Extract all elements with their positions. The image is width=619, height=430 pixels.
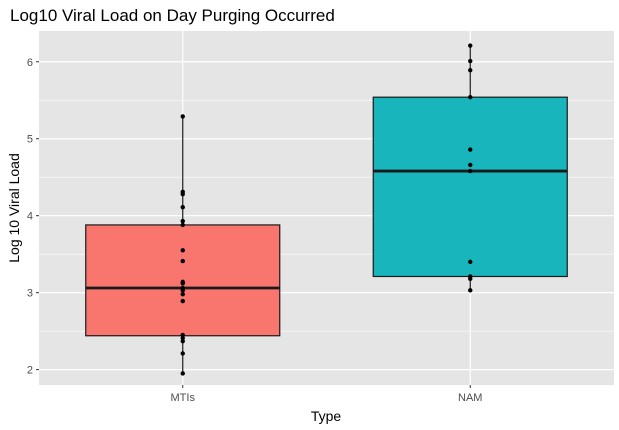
box-iqr [372,96,568,278]
data-point [180,371,185,376]
data-point [180,338,185,344]
data-point [180,332,185,338]
data-point [468,259,473,265]
x-axis: MTIs NAM [171,385,482,404]
y-tick-label: 4 [27,211,33,223]
data-point [180,285,185,291]
data-point [180,205,185,210]
y-tick-label: 5 [27,134,33,146]
data-point [468,274,473,279]
data-point [180,218,185,224]
data-point [468,58,473,64]
x-tick-label: MTIs [171,392,196,404]
data-point [180,189,185,195]
y-tick-label: 3 [27,288,33,300]
data-point [180,248,185,253]
y-axis-title: Log 10 Viral Load [6,153,22,263]
data-point [180,291,185,297]
data-point [180,222,185,228]
data-point [468,147,473,152]
data-point [180,335,185,341]
y-tick-label: 2 [27,365,33,377]
box-nam [372,43,568,293]
data-point [468,68,473,73]
data-point [180,279,185,285]
y-axis: 2 3 4 5 6 [27,57,39,377]
data-point [180,298,185,304]
y-tick-label: 6 [27,57,33,69]
box-mtis [85,114,281,376]
data-point [468,168,473,174]
boxes [85,43,568,376]
data-point [180,114,185,119]
data-point [468,43,473,48]
data-point [180,351,185,356]
data-point [468,288,473,293]
data-point [468,94,473,100]
data-point [468,162,473,168]
chart-title: Log10 Viral Load on Day Purging Occurred [10,6,335,25]
x-tick-label: NAM [458,392,482,404]
data-point [180,258,185,264]
x-axis-title: Type [311,408,342,424]
